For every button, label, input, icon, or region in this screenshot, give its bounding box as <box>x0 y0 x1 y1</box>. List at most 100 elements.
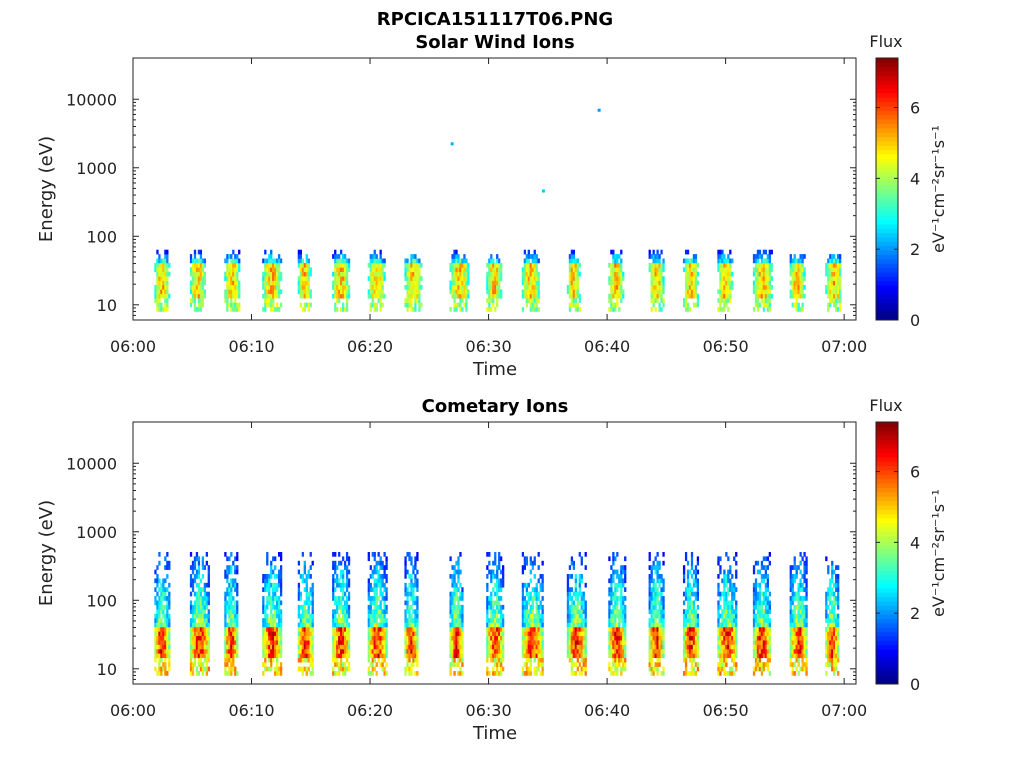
spectrogram-cell <box>650 267 653 273</box>
spectrogram-cell <box>453 293 456 299</box>
spectrogram-cell <box>496 284 499 290</box>
spectrogram-cell <box>725 618 728 623</box>
spectrogram-cell <box>654 648 657 654</box>
spectrogram-cell <box>760 671 764 676</box>
spectrogram-cell <box>696 569 700 575</box>
spectrogram-cell <box>835 302 838 308</box>
spectrogram-cell <box>299 604 302 610</box>
spectrogram-cell <box>347 635 351 641</box>
spectrogram-cell <box>725 644 728 650</box>
spectrogram-cell <box>768 289 771 295</box>
spectrogram-cell <box>228 276 231 281</box>
spectrogram-cell <box>334 631 337 637</box>
spectrogram-cell <box>827 289 830 295</box>
spectrogram-cell <box>158 604 161 610</box>
spectrogram-cell <box>375 271 378 277</box>
spectrogram-cell <box>537 609 540 615</box>
spectrogram-cell <box>572 254 576 259</box>
spectrogram-cell <box>760 648 764 654</box>
spectrogram-cell <box>622 271 625 277</box>
spectrogram-cell <box>334 293 337 299</box>
spectrogram-cell <box>410 289 413 295</box>
spectrogram-cell <box>342 284 345 290</box>
spectrogram-cell <box>498 604 501 610</box>
spectrogram-cell <box>658 280 661 286</box>
spectrogram-cell <box>690 262 694 268</box>
spectrogram-cell <box>541 560 544 566</box>
spectrogram-cell <box>614 609 617 615</box>
spectrogram-cell <box>533 298 536 303</box>
spectrogram-cell <box>622 618 625 623</box>
spectrogram-cell <box>692 640 696 645</box>
spectrogram-cell <box>234 626 237 632</box>
spectrogram-cell <box>383 609 386 615</box>
spectrogram-cell <box>576 271 579 277</box>
spectrogram-cell <box>465 302 468 308</box>
spectrogram-cell <box>574 604 577 610</box>
spectrogram-cell <box>406 280 409 286</box>
spectrogram-cell <box>721 662 724 667</box>
spectrogram-cell <box>660 271 663 277</box>
spectrogram-cell <box>652 582 655 588</box>
spectrogram-cell <box>764 635 768 641</box>
spectrogram-cell <box>648 556 651 562</box>
spectrogram-cell <box>369 262 372 268</box>
spectrogram-cell <box>166 551 169 557</box>
spectrogram-cell <box>377 613 380 619</box>
spectrogram-cell <box>572 262 576 268</box>
spectrogram-cell <box>574 258 577 264</box>
spectrogram-cell <box>332 671 335 676</box>
spectrogram-cell <box>690 609 694 615</box>
spectrogram-cell <box>156 289 159 295</box>
spectrogram-cell <box>760 622 764 628</box>
spectrogram-cell <box>614 596 617 601</box>
spectrogram-cell <box>410 293 413 299</box>
spectrogram-cell <box>228 267 231 273</box>
spectrogram-cell <box>578 587 581 592</box>
spectrogram-cell <box>154 293 157 299</box>
spectrogram-cell <box>274 640 277 645</box>
spectrogram-cell <box>369 271 372 277</box>
spectrogram-cell <box>839 267 842 273</box>
spectrogram-cell <box>618 631 621 637</box>
spectrogram-cell <box>797 293 800 299</box>
spectrogram-cell <box>754 666 758 672</box>
spectrogram-cell <box>574 574 577 579</box>
spectrogram-cell <box>274 258 277 264</box>
spectrogram-cell <box>727 631 730 637</box>
spectrogram-cell <box>343 609 347 615</box>
spectrogram-cell <box>166 289 169 295</box>
spectrogram-cell <box>160 609 163 615</box>
spectrogram-cell <box>801 267 804 273</box>
spectrogram-cell <box>793 293 796 299</box>
spectrogram-cell <box>721 254 724 259</box>
spectrogram-cell <box>731 640 734 645</box>
spectrogram-cell <box>230 671 233 676</box>
spectrogram-cell <box>311 609 314 615</box>
spectrogram-cell <box>719 276 722 281</box>
spectrogram-cell <box>527 644 530 650</box>
spectrogram-cell <box>158 560 161 566</box>
spectrogram-cell <box>656 284 659 290</box>
spectrogram-cell <box>164 613 167 619</box>
spectrogram-cell <box>381 284 384 290</box>
spectrogram-cell <box>523 635 527 641</box>
spectrogram-cell <box>725 653 728 659</box>
spectrogram-cell <box>694 289 698 295</box>
spectrogram-cell <box>660 622 663 628</box>
spectrogram-cell <box>729 644 732 650</box>
spectrogram-cell <box>197 604 201 610</box>
spectrogram-cell <box>692 254 696 259</box>
spectrogram-cell <box>305 609 308 615</box>
spectrogram-cell <box>541 644 544 650</box>
spectrogram-cell <box>272 271 275 277</box>
spectrogram-cell <box>525 262 528 268</box>
spectrogram-cell <box>612 254 615 259</box>
spectrogram-cell <box>299 657 302 663</box>
spectrogram-cell <box>723 671 726 676</box>
spectrogram-cell <box>168 613 171 619</box>
spectrogram-cell <box>347 569 351 575</box>
spectrogram-cell <box>721 640 724 645</box>
spectrogram-cell <box>297 280 301 286</box>
spectrogram-cell <box>338 582 341 588</box>
